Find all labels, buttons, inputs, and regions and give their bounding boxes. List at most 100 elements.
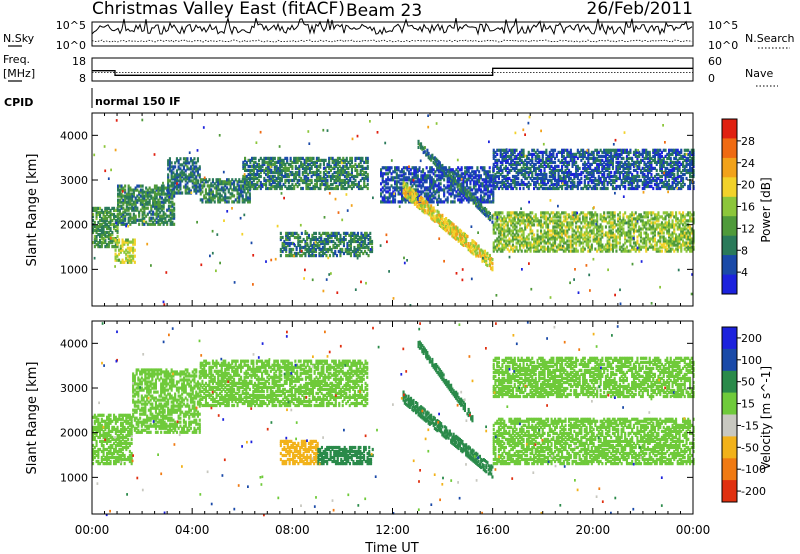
range-gate-cell: [506, 229, 509, 233]
range-gate-cell: [335, 170, 338, 175]
range-gate-cell: [92, 224, 95, 229]
range-gate-cell: [395, 182, 398, 186]
range-gate-cell: [624, 247, 627, 251]
range-gate-cell: [141, 204, 144, 208]
range-gate-cell: [510, 219, 513, 223]
range-gate-cell: [576, 180, 579, 185]
range-gate-cell: [604, 225, 607, 229]
range-gate-cell: [676, 245, 679, 249]
range-gate-cell: [128, 254, 131, 258]
range-gate-cell: [325, 233, 328, 237]
range-gate-cell: [474, 184, 477, 188]
range-gate-cell: [671, 223, 674, 227]
range-gate-cell: [231, 200, 234, 204]
range-gate-cell: [636, 215, 639, 219]
range-gate-cell: [361, 168, 364, 172]
range-gate-cell: [559, 221, 562, 225]
range-gate-cell: [485, 188, 488, 192]
range-gate-cell: [490, 190, 493, 194]
range-gate-cell: [106, 212, 109, 217]
range-gate-cell: [601, 158, 604, 162]
range-gate-cell: [361, 186, 364, 191]
range-gate-cell: [478, 184, 481, 188]
range-gate-cell: [524, 227, 527, 231]
range-gate-cell: [356, 237, 359, 242]
range-gate-cell: [432, 186, 435, 190]
range-gate-cell: [330, 233, 333, 237]
range-gate-cell: [296, 172, 299, 177]
range-gate-cell: [689, 227, 692, 231]
range-gate-cell: [555, 225, 558, 229]
range-gate-cell: [425, 176, 428, 180]
range-gate-cell: [320, 239, 323, 244]
range-gate-cell: [238, 198, 241, 202]
range-gate-cell: [342, 184, 345, 189]
range-gate-cell: [488, 184, 491, 188]
range-gate-cell: [492, 168, 495, 172]
range-gate-cell: [490, 180, 493, 184]
range-gate-cell: [353, 245, 356, 250]
range-gate-cell: [464, 196, 467, 200]
range-gate-cell: [236, 180, 239, 184]
range-gate-cell: [159, 202, 162, 206]
range-gate-cell: [238, 180, 241, 184]
range-gate-cell: [170, 169, 173, 173]
range-gate-cell: [256, 164, 259, 168]
range-gate-cell: [265, 178, 268, 183]
range-gate-cell: [504, 184, 507, 189]
range-gate-cell: [294, 176, 297, 181]
range-gate-cell: [631, 235, 634, 239]
range-gate-cell: [545, 215, 548, 219]
range-gate-cell: [316, 241, 319, 246]
range-gate-cell: [469, 186, 472, 190]
range-gate-cell: [504, 223, 507, 227]
range-gate-cell: [210, 182, 213, 186]
range-gate-cell: [618, 221, 621, 225]
range-gate-cell: [152, 216, 155, 220]
range-gate-cell: [100, 218, 103, 223]
range-gate-cell: [580, 170, 583, 175]
range-gate-cell: [689, 243, 692, 247]
range-gate-cell: [503, 219, 506, 223]
range-gate-cell: [336, 160, 339, 164]
range-gate-cell: [111, 239, 114, 243]
range-gate-cell: [210, 200, 213, 204]
range-gate-cell: [284, 164, 287, 168]
range-gate-cell: [272, 156, 275, 160]
range-gate-cell: [492, 162, 495, 166]
range-gate-cell: [678, 241, 681, 245]
range-gate-cell: [287, 166, 290, 170]
range-gate-cell: [460, 172, 463, 176]
range-gate-cell: [222, 190, 225, 194]
range-gate-cell: [258, 174, 261, 179]
range-gate-cell: [215, 194, 218, 198]
range-gate-cell: [576, 215, 579, 219]
range-gate-cell: [343, 174, 346, 179]
nave-tick-top: 60: [708, 55, 722, 68]
range-gate-cell: [631, 217, 634, 221]
range-gate-cell: [367, 237, 370, 242]
range-gate-cell: [590, 219, 593, 223]
range-gate-cell: [648, 241, 651, 245]
range-gate-cell: [673, 249, 676, 253]
range-gate-cell: [557, 178, 560, 183]
range-gate-cell: [324, 176, 327, 181]
range-gate-cell: [562, 170, 565, 175]
range-gate-cell: [543, 211, 546, 215]
range-gate-cell: [320, 233, 323, 237]
range-gate-cell: [169, 204, 172, 208]
range-gate-cell: [662, 231, 665, 235]
range-gate-cell: [571, 158, 574, 162]
range-gate-cell: [545, 186, 548, 191]
range-gate-cell: [266, 160, 269, 164]
range-gate-cell: [268, 170, 271, 175]
range-gate-cell: [420, 190, 423, 194]
range-gate-cell: [596, 152, 599, 156]
range-gate-cell: [160, 196, 163, 200]
range-gate-cell: [238, 194, 241, 198]
range-gate-cell: [519, 156, 522, 160]
range-gate-cell: [571, 164, 574, 168]
range-gate-cell: [437, 176, 440, 180]
range-gate-cell: [492, 227, 495, 231]
range-gate-cell: [324, 172, 327, 177]
